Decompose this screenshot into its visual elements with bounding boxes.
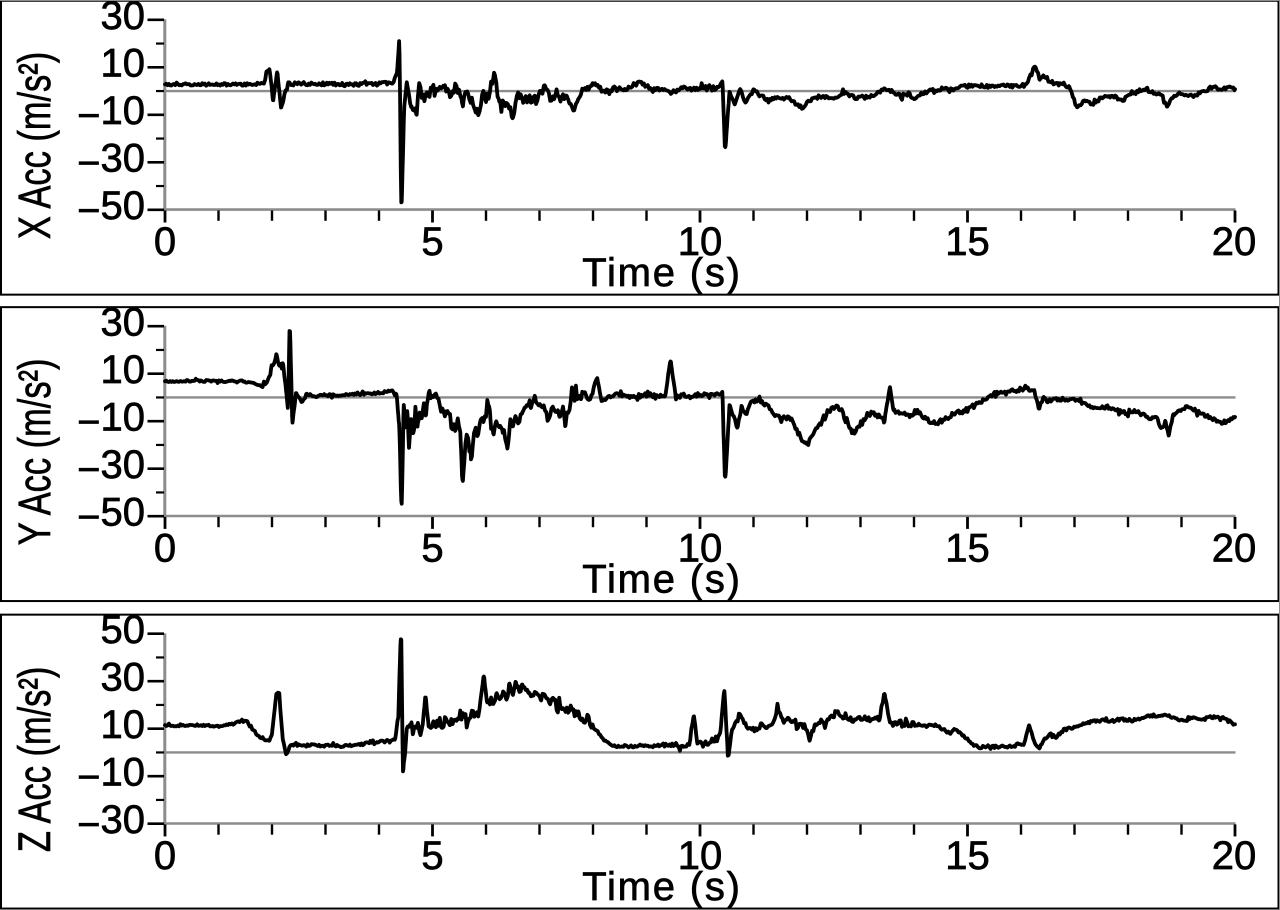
- svg-text:10: 10: [101, 703, 146, 747]
- svg-text:20: 20: [1212, 526, 1257, 570]
- svg-text:0: 0: [154, 526, 176, 570]
- svg-text:−10: −10: [77, 89, 145, 138]
- svg-text:10: 10: [678, 834, 723, 878]
- svg-text:15: 15: [945, 526, 990, 570]
- svg-text:X Acc (m/s²): X Acc (m/s²): [11, 52, 60, 239]
- svg-text:−30: −30: [77, 798, 145, 847]
- svg-text:30: 30: [101, 300, 146, 344]
- svg-text:−10: −10: [77, 750, 145, 799]
- svg-text:−50: −50: [77, 490, 145, 539]
- svg-text:0: 0: [154, 220, 176, 264]
- svg-text:10: 10: [678, 526, 723, 570]
- svg-text:15: 15: [945, 220, 990, 264]
- svg-text:30: 30: [101, 0, 146, 38]
- svg-text:20: 20: [1212, 834, 1257, 878]
- svg-text:15: 15: [945, 834, 990, 878]
- svg-text:5: 5: [421, 526, 443, 570]
- svg-text:−30: −30: [77, 443, 145, 492]
- svg-text:Time (s): Time (s): [582, 251, 742, 295]
- svg-text:Z Acc (m/s²): Z Acc (m/s²): [11, 667, 60, 852]
- svg-text:10: 10: [101, 348, 146, 392]
- svg-text:−30: −30: [77, 136, 145, 185]
- svg-text:5: 5: [421, 834, 443, 878]
- svg-text:Y Acc (m/s²): Y Acc (m/s²): [11, 359, 60, 546]
- svg-text:10: 10: [678, 220, 723, 264]
- svg-text:0: 0: [154, 834, 176, 878]
- svg-text:−10: −10: [77, 395, 145, 444]
- svg-text:30: 30: [101, 655, 146, 699]
- svg-text:Time (s): Time (s): [582, 865, 742, 909]
- svg-text:5: 5: [421, 220, 443, 264]
- svg-text:Time (s): Time (s): [582, 557, 742, 601]
- svg-text:50: 50: [101, 608, 146, 652]
- svg-text:10: 10: [101, 41, 146, 85]
- svg-text:−50: −50: [77, 184, 145, 233]
- svg-text:20: 20: [1212, 220, 1257, 264]
